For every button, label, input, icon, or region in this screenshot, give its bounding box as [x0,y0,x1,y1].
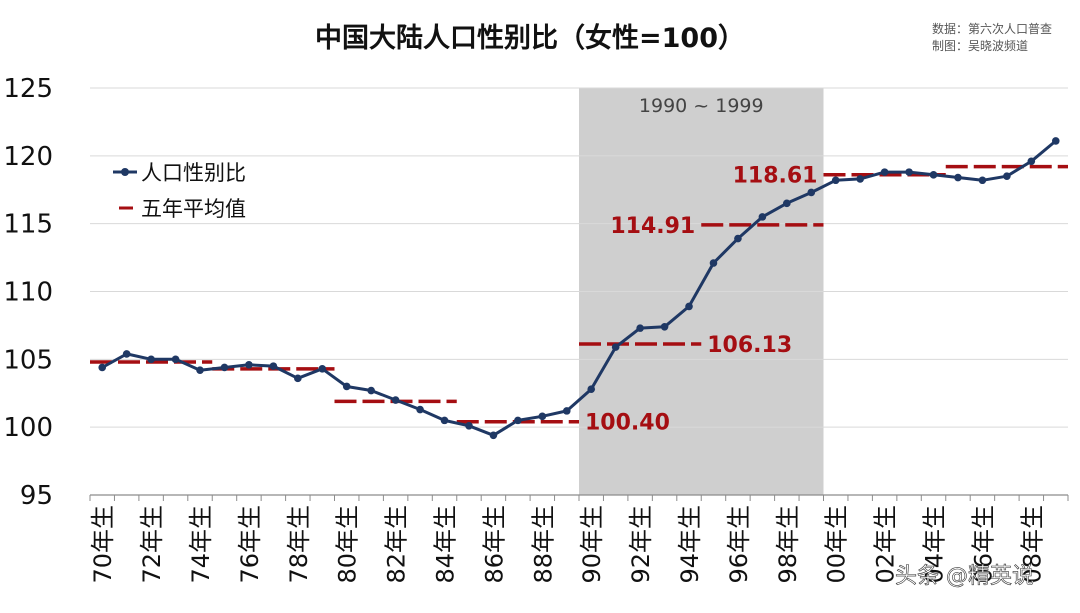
average-value-label: 114.91 [610,214,695,239]
data-point-75年生 [220,363,229,372]
data-point-88年生 [538,412,547,421]
average-value-label: 106.13 [707,333,792,358]
data-point-97年生 [758,213,767,221]
average-value-label: 118.61 [733,164,818,189]
data-point-89年生 [562,407,571,415]
data-point-03年生 [905,168,913,176]
data-point-82年生 [391,396,400,404]
x-tick-label: 76年生 [236,505,264,584]
data-point-91年生 [611,343,620,351]
data-point-09年生 [1051,137,1060,145]
data-point-93年生 [660,322,669,331]
legend-marker-swatch [121,168,129,176]
data-point-07年生 [1003,172,1011,180]
data-point-70年生 [98,363,107,372]
source-note: 数据：第六次人口普查 [932,21,1052,36]
legend: 人口性别比 五年平均值 [113,161,246,221]
data-point-73年生 [171,355,180,364]
y-tick-label-105: 105 [3,345,53,375]
x-tick-label: 86年生 [480,505,508,584]
x-tick-label: 80年生 [334,505,362,584]
data-point-01年生 [856,175,864,183]
x-tick-label: 90年生 [578,505,606,584]
x-tick-label: 92年生 [627,505,655,584]
data-point-76年生 [245,360,253,369]
series-line-sex-ratio [101,139,1057,437]
y-tick-label-125: 125 [3,74,53,104]
data-point-02年生 [880,168,889,176]
data-point-05年生 [954,173,962,182]
data-point-98年生 [783,199,791,208]
data-point-95年生 [709,259,718,267]
legend-series-label: 人口性别比 [141,161,246,185]
x-tick-label: 82年生 [383,505,411,584]
x-tick-label: 08年生 [1018,505,1046,584]
data-point-80年生 [342,382,351,391]
y-tick-label-95: 95 [20,481,53,511]
watermark: 头条 @精英说 [895,564,1034,589]
data-point-81年生 [367,386,375,395]
data-point-92年生 [636,324,644,332]
data-point-85年生 [465,422,473,430]
x-tick-label: 70年生 [89,505,117,584]
data-point-83年生 [416,405,424,414]
x-tick-label: 06年生 [969,505,997,584]
data-point-90年生 [587,385,596,393]
data-point-84年生 [440,416,449,425]
x-tick-label: 02年生 [872,505,900,584]
data-point-79年生 [318,365,327,373]
x-tick-label: 96年生 [725,505,753,584]
x-tick-label: 04年生 [921,505,949,584]
data-point-87年生 [514,416,522,425]
data-point-96年生 [734,234,742,243]
data-point-86年生 [489,431,498,440]
x-tick-label: 88年生 [529,505,557,584]
data-point-71年生 [122,350,131,358]
data-point-06年生 [978,176,987,185]
x-tick-label: 74年生 [187,505,215,584]
y-tick-label-115: 115 [3,210,53,240]
x-tick-label: 84年生 [432,505,460,584]
data-point-00年生 [831,176,840,185]
legend-average-label: 五年平均值 [141,197,246,221]
data-point-72年生 [147,355,155,364]
x-tick-label: 78年生 [285,505,313,584]
data-point-77年生 [269,362,278,370]
x-tick-label: 98年生 [774,505,802,584]
y-tick-label-120: 120 [3,142,53,172]
y-tick-label-110: 110 [3,278,53,308]
x-tick-label: 94年生 [676,505,704,584]
data-point-99年生 [807,188,816,197]
x-tick-label: 72年生 [138,505,166,584]
author-note: 制图：吴晓波频道 [932,39,1028,53]
data-point-94年生 [685,302,693,311]
data-point-78年生 [294,374,302,383]
data-point-74年生 [196,366,204,374]
data-point-08年生 [1027,157,1036,166]
highlight-band-label: 1990 ~ 1999 [639,95,764,117]
chart-title: 中国大陆人口性别比（女性=100） [315,22,745,54]
average-value-label: 100.40 [585,411,670,436]
data-point-04年生 [929,171,938,179]
x-tick-label: 00年生 [823,505,851,584]
y-tick-label-100: 100 [3,413,53,443]
